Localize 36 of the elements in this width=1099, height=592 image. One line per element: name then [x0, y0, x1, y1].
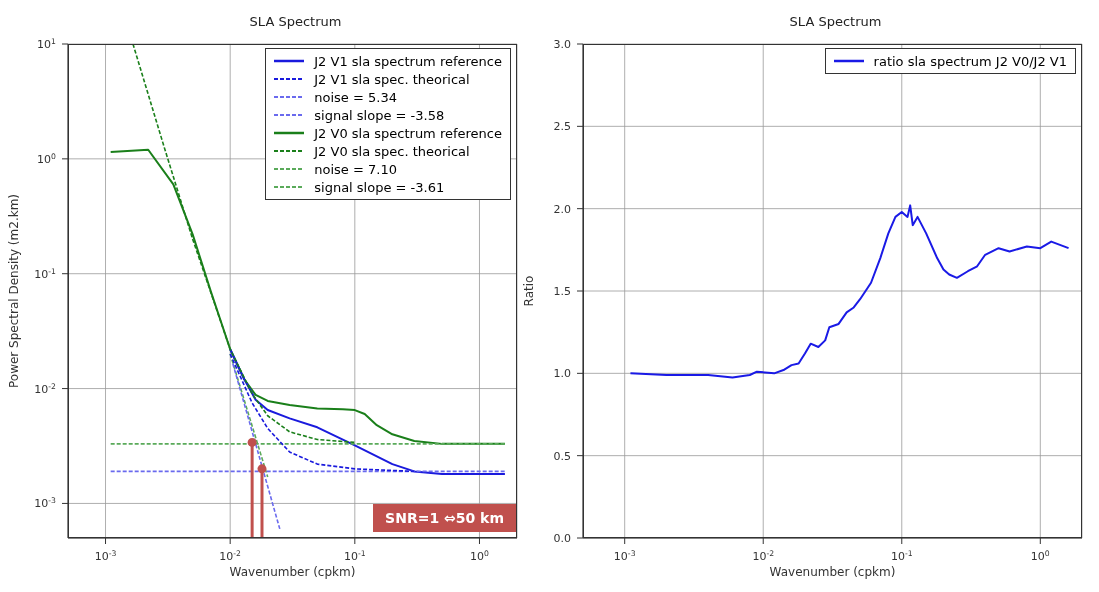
y-tick-label: 10$^{-3}$	[34, 495, 57, 511]
y-tick-label: 3.0	[553, 38, 571, 51]
legend-label: J2 V0 sla spec. theorical	[314, 143, 470, 159]
y-tick-label: 10$^{1}$	[37, 36, 57, 51]
x-tick-label: 10$^{-2}$	[752, 548, 775, 563]
x-axis-title: Wavenumber (cpkm)	[769, 565, 896, 579]
legend-label: signal slope = -3.58	[314, 107, 445, 123]
chart-title: SLA Spectrum	[248, 13, 343, 31]
y-tick-label: 10$^{-2}$	[34, 381, 57, 396]
annotation: SNR=1 ⇔50 km	[373, 504, 516, 532]
x-tick-label: 10$^{-1}$	[343, 548, 366, 563]
legend-label: J2 V1 sla spectrum reference	[314, 53, 502, 69]
legend-label: ratio sla spectrum J2 V0/J2 V1	[873, 53, 1067, 69]
x-tick-label: 10$^{0}$	[470, 548, 490, 563]
legend-label: signal slope = -3.61	[314, 179, 445, 195]
x-axis-title: Wavenumber (cpkm)	[229, 565, 356, 579]
y-tick-label: 2.0	[553, 202, 571, 216]
y-tick-label: 1.5	[553, 285, 571, 298]
x-tick-label: 10$^{-3}$	[613, 548, 636, 563]
x-tick-label: 10$^{0}$	[1030, 548, 1050, 563]
y-tick-label: 0.5	[553, 449, 571, 463]
legend-label: noise = 5.34	[314, 89, 397, 105]
x-tick-label: 10$^{-2}$	[219, 548, 242, 563]
y-tick-label: 10$^{0}$	[37, 151, 57, 166]
chart-title: SLA Spectrum	[788, 13, 883, 31]
y-axis-title: Ratio	[522, 275, 537, 307]
y-tick-label: 0.0	[553, 532, 571, 545]
legend-label: J2 V0 sla spectrum reference	[314, 125, 502, 141]
x-tick-label: 10$^{-1}$	[890, 548, 913, 563]
y-tick-label: 2.5	[553, 120, 571, 134]
y-tick-label: 10$^{-1}$	[34, 266, 57, 281]
legend-label: noise = 7.10	[314, 161, 397, 177]
y-tick-label: 1.0	[553, 367, 571, 381]
y-axis-title: Power Spectral Density (m2.km)	[7, 193, 22, 389]
legend-label: J2 V1 sla spec. theorical	[314, 71, 470, 87]
x-tick-label: 10$^{-3}$	[94, 548, 117, 563]
